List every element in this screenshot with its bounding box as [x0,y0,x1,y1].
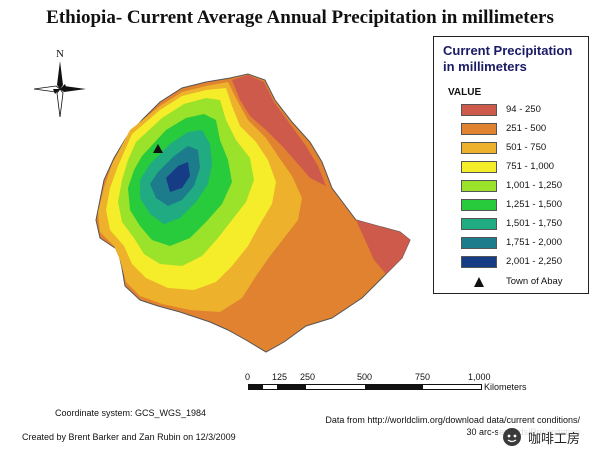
watermark: 咖啡工房 [498,424,593,450]
legend-subtitle: VALUE [448,87,482,98]
legend-label: 1,251 - 1,500 [506,199,562,210]
legend-swatch [461,199,497,211]
legend-label: 751 - 1,000 [506,161,555,172]
map-credit: Created by Brent Barker and Zan Rubin on… [22,432,236,442]
legend-label: 94 - 250 [506,104,541,115]
data-source-line: Data from http://worldclim.org/download … [325,415,580,425]
legend-label: 501 - 750 [506,142,547,153]
legend-label: 2,001 - 2,250 [506,256,562,267]
scale-tick-label: 750 [415,372,431,382]
legend-label: 1,001 - 1,250 [506,180,562,191]
legend-town-label: Town of Abay [506,276,563,287]
coordinate-system: Coordinate system: GCS_WGS_1984 [55,408,207,418]
watermark-text: 咖啡工房 [528,431,581,446]
north-label: N [56,48,64,60]
scale-bar: 0 125 250 500 750 1,000 Kilometers [230,372,550,398]
map-title: Ethiopia- Current Average Annual Precipi… [46,7,554,28]
scale-units: Kilometers [484,382,527,392]
scale-tick-label: 500 [357,372,373,382]
scale-tick-label: 1,000 [468,372,491,382]
legend-swatch [461,161,497,173]
legend-swatch [461,218,497,230]
town-of-abay-marker [153,144,163,153]
legend-swatch [461,256,497,268]
triangle-icon [474,277,484,287]
chat-bubble-icon [503,428,521,446]
region-very-arid-northeast [232,75,326,186]
legend-swatch [461,142,497,154]
region-wettest [166,162,190,192]
ethiopia-precipitation-map [95,73,411,353]
scale-tick-label: 0 [245,372,251,382]
legend-swatch [461,123,497,135]
north-arrow-icon: N [33,48,86,117]
scale-bar-graphic [248,384,482,390]
legend-label: 251 - 500 [506,123,547,134]
region-very-arid-tip [356,220,410,274]
legend-label: 1,501 - 1,750 [506,218,562,229]
legend-title: Current Precipitation in millimeters [443,43,573,74]
legend-label: 1,751 - 2,000 [506,237,562,248]
map-legend: Current Precipitation in millimeters VAL… [433,36,589,294]
legend-swatch [461,237,497,249]
scale-tick-label: 250 [300,372,316,382]
legend-swatch [461,180,497,192]
scale-tick-label: 125 [272,372,288,382]
legend-swatch [461,104,497,116]
